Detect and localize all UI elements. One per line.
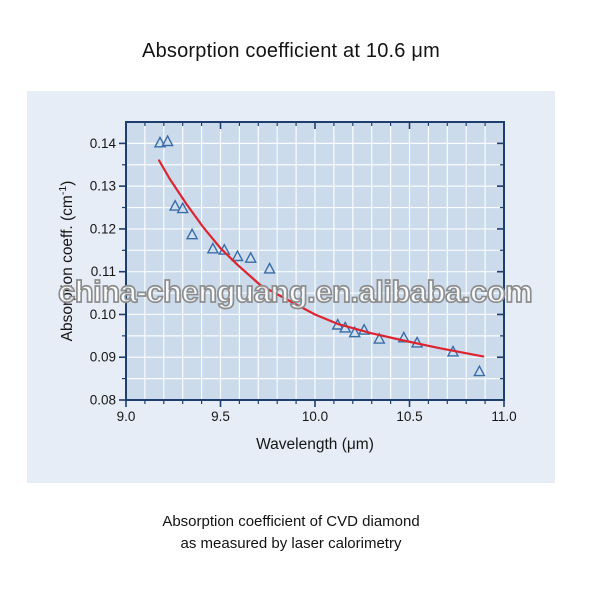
data-point (473, 364, 486, 377)
data-point (244, 251, 257, 263)
x-tick-label: 9.5 (211, 409, 230, 424)
x-tick-label: 11.0 (491, 409, 516, 424)
x-tick-label: 9.0 (117, 409, 136, 424)
caption-line-1: Absorption coefficient of CVD diamond (162, 513, 420, 530)
y-tick-label: 0.11 (91, 264, 116, 279)
y-tick-label: 0.14 (90, 136, 117, 151)
x-axis-label: Wavelength (μm) (256, 436, 374, 453)
data-point (373, 332, 386, 344)
data-point (231, 249, 244, 262)
data-point (168, 199, 182, 211)
chart-panel: 9.0 9.5 10.0 10.5 11.0 0.08 0.09 0.10 0.11 0.12 0.… (27, 91, 555, 483)
caption-line-2: as measured by laser calorimetry (180, 535, 402, 552)
watermark-text: china-chenguang.en.alibaba.com (57, 273, 533, 310)
fit-curve (158, 159, 485, 358)
y-tick-label: 0.08 (90, 393, 116, 408)
chart-title: Absorption coefficient at 10.6 μm (142, 40, 440, 62)
y-tick-label: 0.10 (90, 307, 116, 322)
data-point (185, 227, 199, 240)
data-point (263, 262, 276, 274)
data-point (348, 325, 361, 338)
data-point (176, 201, 189, 214)
y-tick-label: 0.13 (90, 179, 116, 194)
y-tick-label: 0.09 (90, 350, 116, 365)
x-tick-label: 10.5 (396, 409, 422, 424)
data-point (206, 241, 220, 254)
y-axis-label: Absorption coeff. (cm-1) (57, 181, 76, 342)
data-point (161, 134, 174, 147)
x-tick-label: 10.0 (302, 409, 328, 424)
chart-svg: 9.0 9.5 10.0 10.5 11.0 0.08 0.09 0.10 0.11 0.12 0.… (57, 121, 517, 453)
y-tick-label: 0.12 (90, 221, 116, 236)
figure-caption: Absorption coefficient of CVD diamond as… (0, 511, 582, 555)
